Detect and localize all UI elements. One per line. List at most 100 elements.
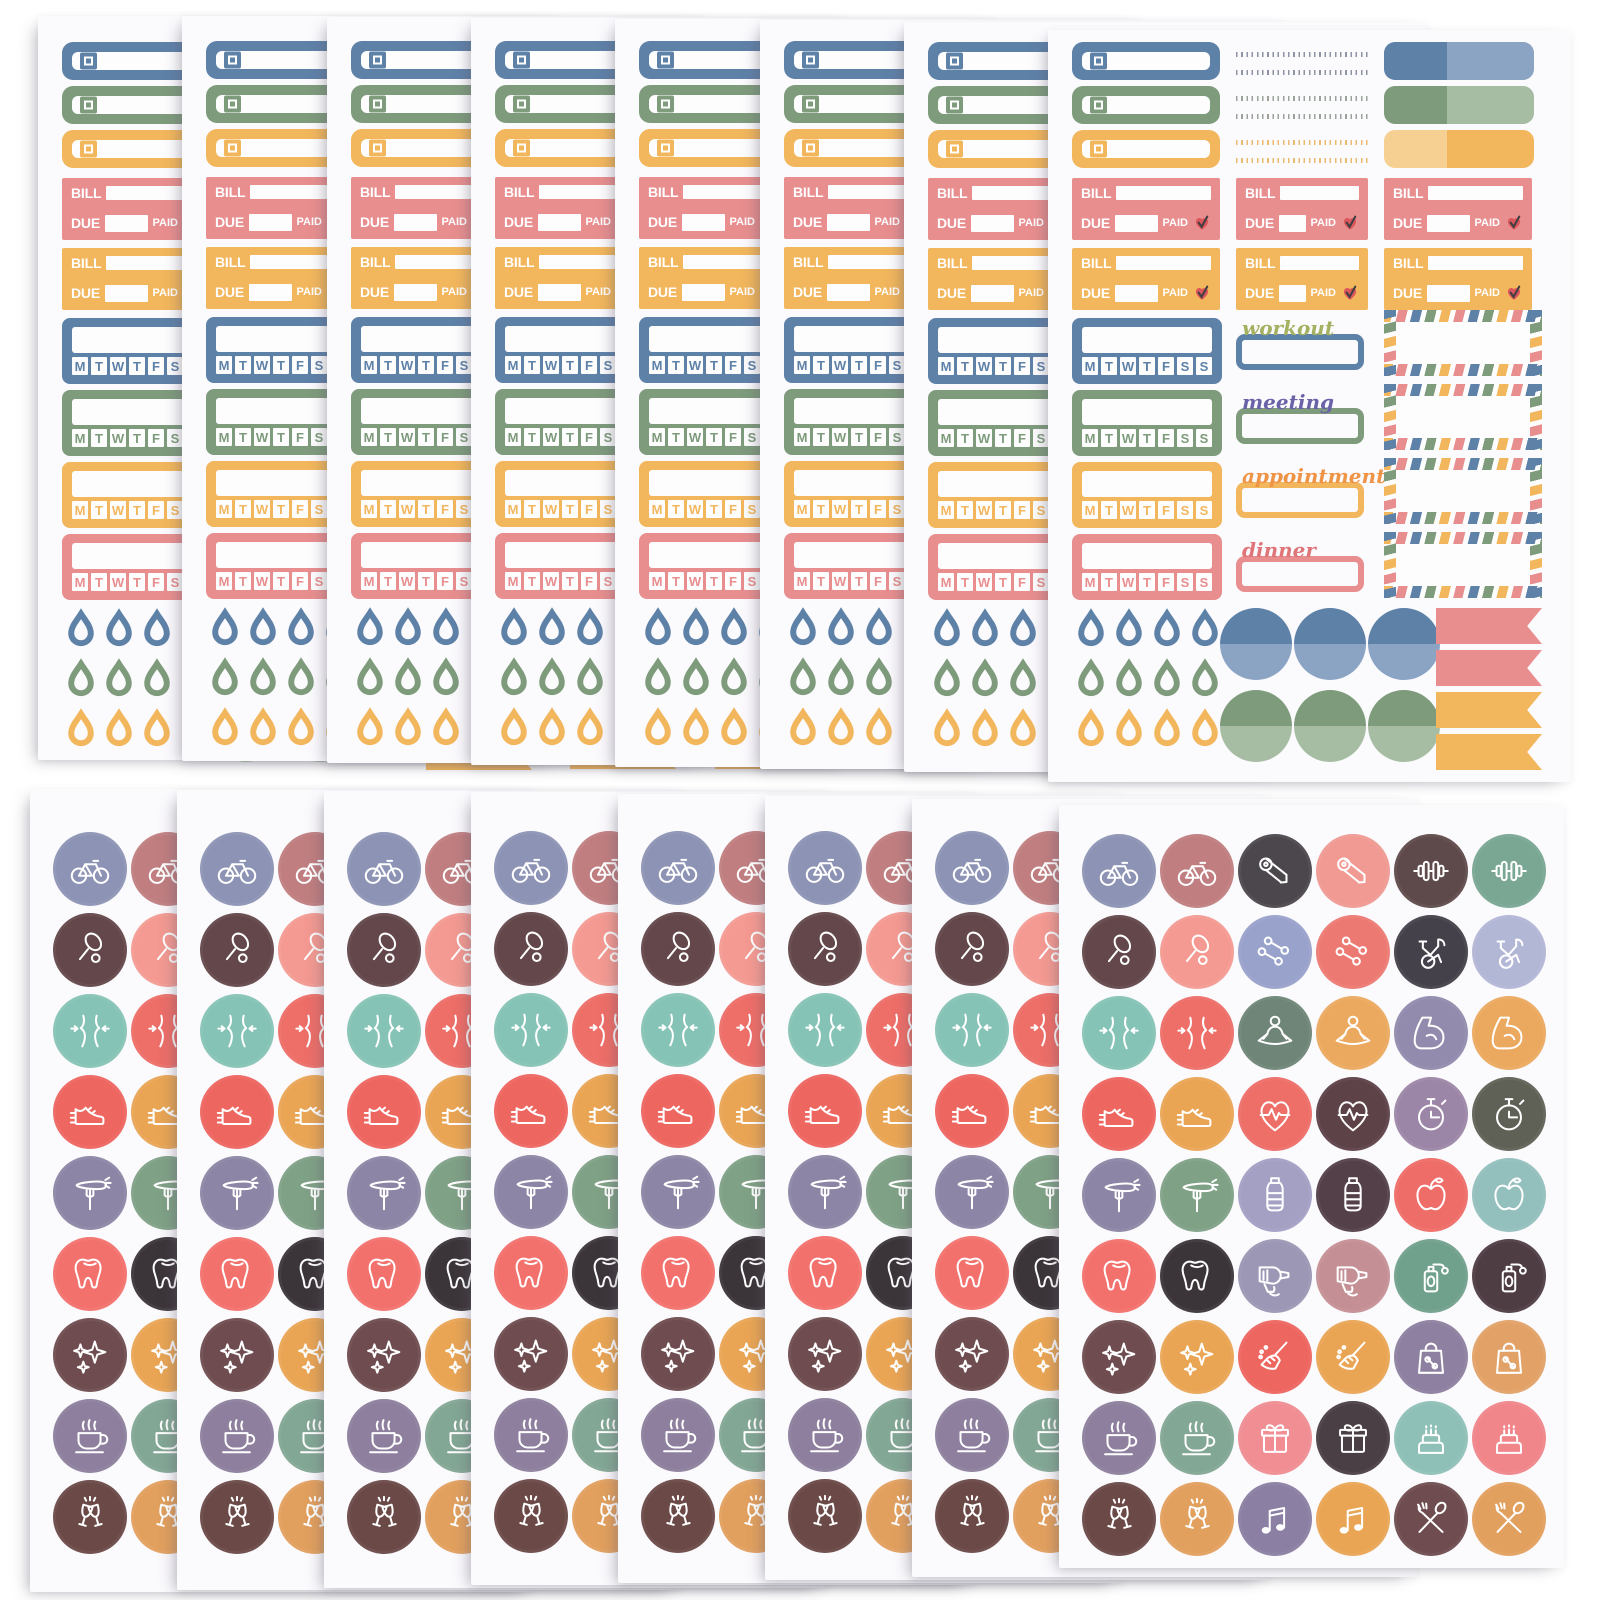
day-cell: T: [813, 356, 829, 374]
day-cell: W: [976, 357, 992, 375]
write-in-box: [395, 185, 490, 199]
bicycle-icon: [511, 858, 551, 883]
bicycle-icon: [70, 859, 110, 884]
day-cell: S: [1196, 429, 1212, 447]
bill-line: BILL: [1081, 256, 1211, 270]
bill-label: BILL: [1245, 255, 1276, 271]
droplet-icon: [1192, 658, 1218, 697]
tooth-icon: [368, 1258, 396, 1289]
circle-sticker: [1238, 1482, 1312, 1556]
sparkles-icon: [220, 1340, 254, 1374]
circle-sticker: [1316, 1320, 1390, 1394]
day-cell: F: [1014, 501, 1030, 519]
droplet-icon: [721, 707, 747, 746]
checkbox-icon: [946, 52, 963, 70]
due-label: DUE: [1081, 215, 1110, 231]
droplet-icon: [501, 657, 527, 696]
droplet-sticker: [1112, 608, 1146, 652]
write-in-area: [216, 95, 344, 113]
write-in-box: [1114, 284, 1158, 302]
circle-sticker: [1394, 915, 1468, 989]
circle-sticker: [1472, 1158, 1546, 1232]
droplet-sticker: [429, 607, 463, 651]
droplet-sticker: [1150, 658, 1184, 702]
write-in-box: [1236, 334, 1364, 370]
due-label: DUE: [1245, 215, 1274, 231]
write-in-box: [250, 185, 345, 199]
stripe-border: [1384, 458, 1396, 524]
bill-line: BILL: [215, 185, 345, 199]
day-cell: S: [600, 356, 616, 374]
day-cell: S: [456, 572, 472, 590]
due-line: DUE PAID: [1081, 284, 1211, 302]
coffee-icon: [516, 1418, 550, 1453]
checkbox-label-sticker: [1072, 86, 1220, 124]
paid-label: PAID: [729, 285, 755, 298]
day-cell: M: [1082, 429, 1098, 447]
write-in-box: [248, 213, 292, 231]
droplet-sticker: [102, 658, 136, 702]
fork-carrot-icon: [1104, 1178, 1141, 1213]
due-line: DUE PAID: [1393, 214, 1523, 232]
bill-label: BILL: [504, 254, 535, 270]
droplet-sticker: [679, 607, 713, 651]
paid-label: PAID: [1018, 216, 1044, 229]
droplet-sticker: [717, 607, 751, 651]
activity-label-text: workout: [1242, 316, 1335, 340]
day-cell: F: [870, 428, 886, 446]
circle-sticker: [53, 1480, 127, 1554]
tooth-icon: [809, 1257, 837, 1288]
droplet-sticker: [786, 607, 820, 651]
droplet-sticker: [391, 707, 425, 751]
day-cell: S: [600, 428, 616, 446]
day-cell: W: [399, 428, 415, 446]
bill-line: BILL: [360, 185, 490, 199]
write-in-box: [1280, 256, 1359, 270]
write-in-area: [72, 471, 202, 497]
day-cell: T: [706, 500, 722, 518]
write-in-area: [505, 398, 635, 424]
bill-line: BILL: [648, 255, 778, 269]
stripe-border: [1530, 384, 1542, 450]
due-label: DUE: [1393, 215, 1422, 231]
droplet-icon: [972, 608, 998, 647]
droplet-icon: [433, 657, 459, 696]
day-cell: F: [581, 356, 597, 374]
circle-sticker: [1082, 915, 1156, 989]
day-cell: M: [361, 500, 377, 518]
write-in-area: [72, 543, 202, 569]
perfume-icon: [1501, 1263, 1527, 1293]
droplet-icon: [501, 707, 527, 746]
circle-sticker: [53, 832, 127, 906]
day-cell: S: [744, 500, 760, 518]
circle-sticker: [1082, 1401, 1156, 1475]
droplet-icon: [683, 657, 709, 696]
write-in-box: [826, 283, 870, 301]
bicycle-icon: [658, 858, 698, 883]
write-in-box: [106, 256, 201, 270]
day-cell: W: [254, 356, 270, 374]
write-in-box: [1278, 284, 1306, 302]
circle-sticker: [1160, 996, 1234, 1070]
droplet-sticker: [208, 657, 242, 701]
paid-heart-check-icon: [1343, 285, 1357, 300]
day-cell: S: [744, 356, 760, 374]
day-cell: F: [148, 429, 164, 447]
day-cell: T: [668, 356, 684, 374]
day-cell: S: [744, 428, 760, 446]
bill-line: BILL: [1081, 186, 1211, 200]
day-cell: F: [581, 572, 597, 590]
circle-sticker: [1238, 1077, 1312, 1151]
write-in-box: [828, 255, 923, 269]
day-cell: T: [235, 356, 251, 374]
day-cell: S: [1177, 357, 1193, 375]
coffee-icon: [222, 1419, 256, 1454]
due-label: DUE: [793, 214, 822, 230]
fork-carrot-icon: [957, 1175, 994, 1210]
write-in-box: [1116, 256, 1211, 270]
day-cell: W: [976, 573, 992, 591]
droplet-icon: [395, 657, 421, 696]
day-cell: F: [1158, 501, 1174, 519]
droplet-sticker: [535, 707, 569, 751]
bag-percent-icon: [1496, 1342, 1522, 1374]
